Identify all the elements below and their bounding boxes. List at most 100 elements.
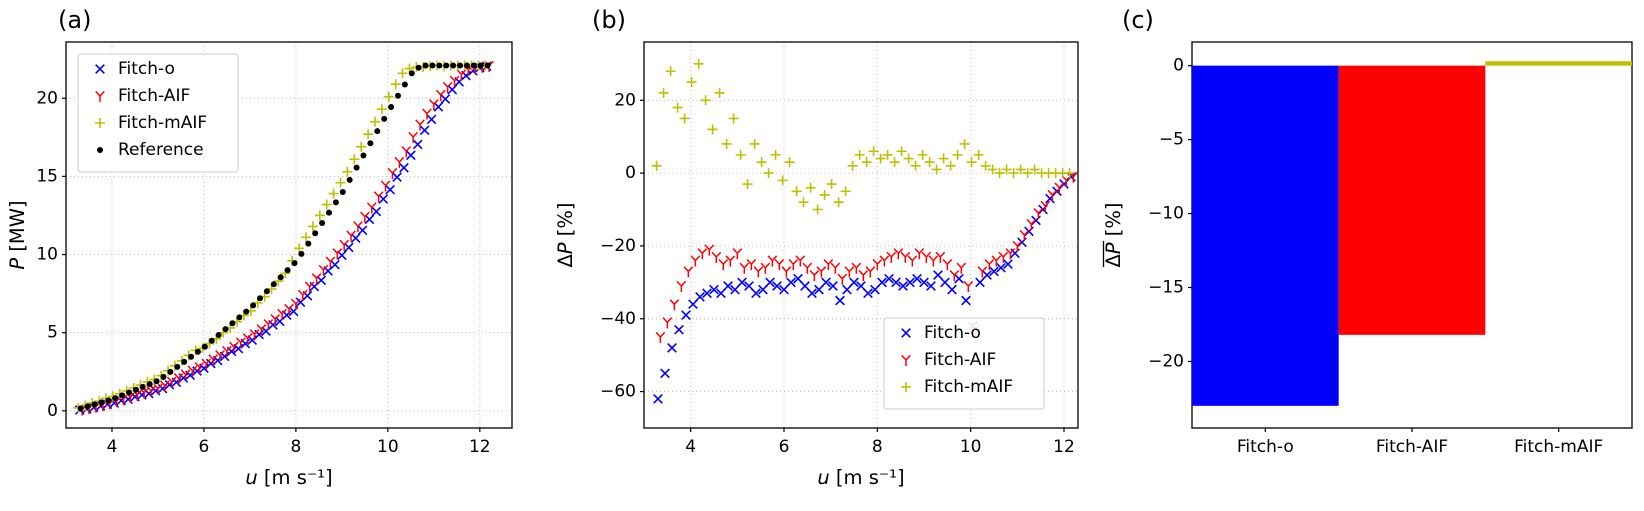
- marker-x: [737, 277, 747, 288]
- grid: [644, 42, 1078, 428]
- marker-x: [772, 281, 782, 291]
- marker-x: [1003, 259, 1013, 269]
- marker-tri: [921, 251, 932, 263]
- marker-tri: [415, 119, 425, 131]
- series-fitch-o: [653, 171, 1076, 404]
- marker-tri: [291, 298, 301, 310]
- marker-plus: [812, 204, 823, 215]
- marker-x: [667, 343, 677, 353]
- marker-plus: [1022, 168, 1033, 179]
- marker-plus: [791, 186, 802, 197]
- reference-point: [250, 302, 257, 309]
- reference-point: [139, 383, 146, 390]
- marker-tri: [284, 303, 294, 315]
- reference-point: [367, 140, 374, 147]
- marker-plus: [798, 197, 809, 208]
- marker-tri: [690, 255, 701, 267]
- legend-box: [883, 317, 1045, 410]
- marker-plus: [959, 138, 970, 149]
- marker-x: [343, 242, 354, 253]
- reference-point: [270, 281, 277, 288]
- y-tick-label: 10: [36, 245, 58, 265]
- y-tick-label: 0: [625, 163, 636, 183]
- marker-tri: [935, 251, 946, 263]
- marker-plus: [363, 129, 374, 140]
- marker-tri: [373, 191, 384, 203]
- marker-x: [891, 277, 901, 288]
- marker-plus: [763, 168, 774, 179]
- reference-point: [408, 70, 415, 77]
- marker-plus: [756, 157, 767, 168]
- marker-plus: [952, 149, 963, 160]
- y-tick-label: 20: [614, 90, 636, 110]
- reference-point: [470, 62, 477, 69]
- marker-plus: [742, 179, 753, 190]
- panel-c-chart: 0 −5 −10 −15 −20 Fitch-o Fitch-AIF Fitch-mAIF ΔP…: [1096, 0, 1644, 511]
- x-tick-label: 12: [1053, 437, 1075, 457]
- marker-tri: [456, 69, 467, 81]
- legend: Fitch-o Fitch-AIF Fitch-mAIF: [883, 317, 1045, 410]
- marker-tri: [753, 266, 764, 278]
- marker-tri: [802, 262, 813, 274]
- marker-tri: [676, 280, 687, 292]
- reference-point: [91, 401, 98, 408]
- marker-x: [982, 270, 992, 280]
- series-fitch-maif: [651, 58, 1075, 215]
- marker-plus: [686, 77, 697, 88]
- marker-plus: [335, 177, 346, 188]
- bar-fitch-maif: [1485, 61, 1632, 66]
- marker-plus: [868, 146, 879, 157]
- legend: Fitch-o Fitch-AIF Fitch-mAIF Reference: [77, 53, 239, 173]
- marker-tri: [655, 331, 666, 343]
- marker-plus: [749, 138, 760, 149]
- marker-tri: [858, 269, 869, 282]
- marker-tri: [760, 262, 771, 274]
- marker-tri: [984, 259, 995, 271]
- marker-tri: [830, 262, 841, 274]
- y-tick-label: −40: [600, 309, 636, 329]
- panel-b-chart: 4 6 8 10 12 −60 −40 −20 0 20 u [m s⁻¹] ΔP [%] (b) Fit…: [548, 0, 1096, 511]
- legend-label: Fitch-o: [118, 59, 175, 79]
- x-tick-label: 4: [685, 437, 696, 457]
- reference-point: [263, 288, 270, 295]
- marker-x: [723, 281, 733, 291]
- marker-tri: [353, 220, 363, 233]
- marker-x: [926, 281, 936, 291]
- legend-box: [77, 53, 239, 173]
- legend-label: Fitch-mAIF: [924, 377, 1013, 397]
- marker-x: [405, 150, 416, 161]
- marker-x: [912, 273, 922, 284]
- reference-point: [415, 64, 422, 71]
- marker-tri: [662, 317, 673, 329]
- reference-point: [388, 104, 395, 111]
- marker-tri: [1054, 182, 1065, 194]
- reference-point: [112, 395, 119, 402]
- marker-tri: [844, 266, 855, 278]
- marker-tri: [872, 259, 883, 271]
- marker-tri: [977, 266, 988, 278]
- marker-tri: [428, 99, 439, 111]
- marker-tri: [1040, 200, 1051, 212]
- reference-point: [132, 386, 139, 393]
- x-tick-label: 12: [469, 437, 491, 457]
- reference-point: [339, 189, 346, 196]
- y-tick-label: −5: [1159, 130, 1184, 150]
- marker-x: [751, 288, 761, 299]
- x-axis: 4 6 8 10 12: [685, 428, 1075, 457]
- marker-tri: [249, 329, 260, 341]
- marker-plus: [658, 87, 669, 98]
- marker-x: [681, 310, 691, 320]
- reference-point: [401, 81, 408, 88]
- marker-tri: [160, 380, 170, 392]
- marker-tri: [449, 75, 460, 87]
- reference-point: [167, 368, 174, 375]
- x-axis-label: u [m s⁻¹]: [817, 466, 904, 489]
- reference-point: [394, 92, 401, 99]
- marker-tri: [394, 156, 405, 169]
- marker-plus: [938, 153, 949, 164]
- marker-plus: [889, 157, 900, 168]
- panel-letter: (b): [592, 6, 626, 34]
- marker-tri: [304, 281, 315, 293]
- marker-tri: [914, 248, 925, 260]
- marker-x: [709, 284, 719, 295]
